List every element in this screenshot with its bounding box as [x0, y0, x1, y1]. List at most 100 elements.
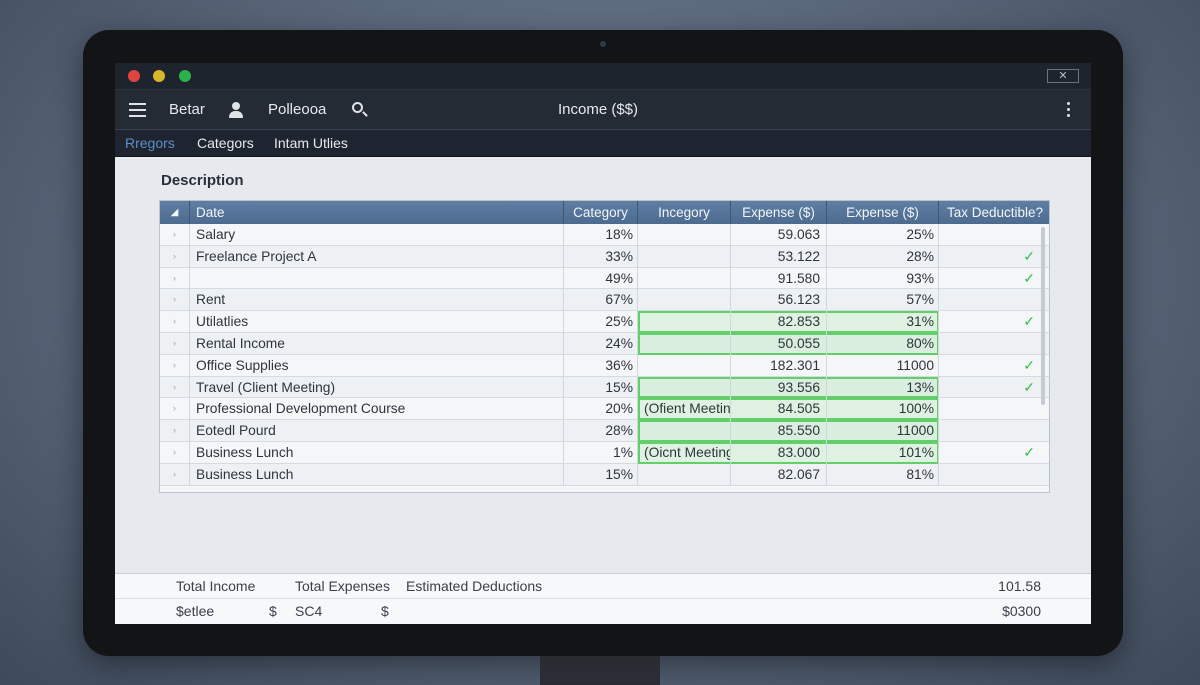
cell-expense-1: 53.122: [731, 245, 827, 268]
cell-expense-1: 50.055: [731, 332, 827, 355]
hamburger-menu-icon[interactable]: [129, 90, 147, 130]
estimated-deductions-label: Estimated Deductions: [406, 578, 543, 594]
total-income-value: $etlee: [176, 603, 215, 619]
cell-category: 15%: [564, 463, 638, 486]
table-row[interactable]: › Travel (Client Meeting) 15% 93.556 13% ✓: [160, 376, 1049, 399]
table-row[interactable]: › Business Lunch 1% (Oicnt Meeting) 83.000 10…: [160, 441, 1049, 464]
more-options-icon[interactable]: [1065, 90, 1071, 130]
column-header-date[interactable]: Date: [190, 201, 564, 224]
cell-incegory: [638, 376, 731, 399]
cell-incegory: [638, 267, 731, 290]
column-header-category[interactable]: Category: [564, 201, 638, 224]
cell-category: 28%: [564, 420, 638, 442]
column-header-tax-deductible[interactable]: Tax Deductible?: [946, 205, 1044, 220]
cell-category: 67%: [564, 289, 638, 312]
table-row[interactable]: › Professional Development Course 20% (Ofie…: [160, 398, 1049, 421]
toolbar-item-1[interactable]: Betar: [169, 101, 205, 118]
close-icon[interactable]: ✕: [1047, 69, 1079, 83]
tab-rregors[interactable]: Rregors: [125, 135, 175, 151]
tab-bar: Rregors Categors Intam Utlies: [115, 130, 1091, 157]
main-content: Description ◢ Date Category Incegory Exp…: [115, 158, 1091, 573]
row-indicator: ›: [160, 332, 190, 355]
toolbar-item-2[interactable]: Polleooa: [268, 101, 327, 118]
table-row[interactable]: › Business Lunch 15% 82.067 81%: [160, 463, 1049, 486]
cell-expense-2: 11000: [827, 420, 939, 442]
minimize-window-button[interactable]: [153, 70, 165, 82]
cell-tax-deductible: [939, 464, 1049, 486]
cell-description: Business Lunch: [190, 463, 564, 486]
column-header-expense-2[interactable]: Expense ($): [827, 201, 939, 224]
vertical-scrollbar[interactable]: [1041, 227, 1045, 405]
table-row[interactable]: › 49% 91.580 93% ✓: [160, 267, 1049, 290]
table-row[interactable]: › Office Supplies 36% 182.301 11000 ✓: [160, 354, 1049, 377]
cell-expense-2: 101%: [827, 441, 939, 464]
cell-incegory: (Ofient Meeting): [638, 398, 731, 421]
total-income-label: Total Income: [176, 578, 256, 594]
cell-expense-1: 82.853: [731, 311, 827, 333]
cell-incegory: [638, 289, 731, 312]
checkmark-icon: ✓: [1023, 443, 1035, 460]
user-icon[interactable]: [228, 90, 244, 130]
row-indicator: ›: [160, 267, 190, 290]
sort-icon[interactable]: ◢: [160, 201, 190, 224]
cell-tax-deductible: [939, 398, 1049, 420]
row-indicator: ›: [160, 245, 190, 268]
cell-incegory: [638, 311, 731, 333]
close-window-button[interactable]: [128, 70, 140, 82]
table-header: ◢ Date Category Incegory Expense ($) Exp…: [160, 201, 1049, 224]
column-header-expense-1[interactable]: Expense ($): [731, 201, 827, 224]
window-title: Income ($$): [557, 101, 639, 118]
cell-expense-1: 84.505: [731, 398, 827, 421]
cell-description: Business Lunch: [190, 441, 564, 464]
summary-footer: Total Income Total Expenses Estimated De…: [115, 573, 1091, 624]
checkmark-icon: ✓: [1023, 356, 1035, 373]
webcam: [600, 41, 606, 47]
cell-expense-1: 91.580: [731, 267, 827, 290]
cell-expense-1: 93.556: [731, 376, 827, 399]
tab-intam-utlies[interactable]: Intam Utlies: [274, 135, 348, 151]
row-indicator: ›: [160, 463, 190, 486]
total-expenses-label: Total Expenses: [295, 578, 390, 594]
cell-expense-2: 81%: [827, 463, 939, 486]
table-row[interactable]: › Salary 18% 59.063 25%: [160, 224, 1049, 246]
row-indicator: ›: [160, 289, 190, 312]
table-row[interactable]: › Rental Income 24% 50.055 80%: [160, 332, 1049, 355]
cell-tax-deductible: [939, 333, 1049, 355]
cell-expense-1: 182.301: [731, 354, 827, 377]
cell-tax-deductible: [939, 224, 1049, 246]
cell-expense-2: 11000: [827, 354, 939, 377]
app-window: ✕ Betar Polleooa Income ($$) Rregors Cat…: [115, 63, 1091, 624]
table-row[interactable]: › Freelance Project A 33% 53.122 28% ✓: [160, 245, 1049, 268]
cell-category: 15%: [564, 376, 638, 399]
data-table: ◢ Date Category Incegory Expense ($) Exp…: [159, 200, 1050, 493]
cell-expense-1: 56.123: [731, 289, 827, 312]
cell-expense-2: 31%: [827, 311, 939, 333]
cell-description: Office Supplies: [190, 354, 564, 377]
currency-symbol-2: $: [381, 603, 389, 619]
cell-category: 18%: [564, 224, 638, 246]
cell-description: Utilatlies: [190, 311, 564, 333]
cell-expense-1: 82.067: [731, 463, 827, 486]
row-indicator: ›: [160, 224, 190, 246]
maximize-window-button[interactable]: [179, 70, 191, 82]
cell-incegory: [638, 354, 731, 377]
row-indicator: ›: [160, 354, 190, 377]
checkmark-icon: ✓: [1023, 313, 1035, 330]
tab-categors[interactable]: Categors: [197, 135, 254, 151]
row-indicator: ›: [160, 311, 190, 333]
cell-category: 49%: [564, 267, 638, 290]
cell-expense-1: 83.000: [731, 441, 827, 464]
search-icon[interactable]: [351, 90, 369, 130]
cell-description: Professional Development Course: [190, 398, 564, 421]
cell-incegory: [638, 420, 731, 442]
table-row[interactable]: › Eotedl Pourd 28% 85.550 11000: [160, 420, 1049, 442]
total-expenses-value: SC4: [295, 603, 323, 619]
cell-expense-2: 80%: [827, 332, 939, 355]
checkmark-icon: ✓: [1023, 378, 1035, 395]
column-header-incegory[interactable]: Incegory: [638, 201, 731, 224]
cell-description: Travel (Client Meeting): [190, 376, 564, 399]
table-row[interactable]: › Utilatlies 25% 82.853 31% ✓: [160, 311, 1049, 333]
table-row[interactable]: › Rent 67% 56.123 57%: [160, 289, 1049, 312]
cell-category: 36%: [564, 354, 638, 377]
